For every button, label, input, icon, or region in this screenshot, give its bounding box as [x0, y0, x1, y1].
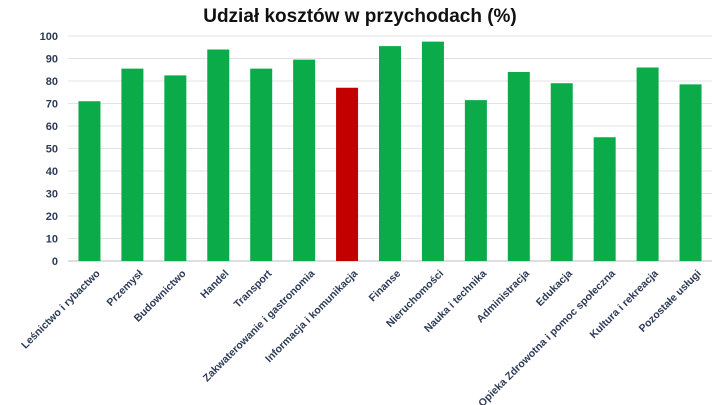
y-tick-label: 80: [46, 76, 58, 88]
bar: [550, 83, 573, 261]
y-tick-label: 70: [46, 99, 58, 111]
bar: [421, 41, 444, 261]
y-tick-label: 100: [40, 31, 58, 43]
y-tick-label: 30: [46, 189, 58, 201]
bar: [464, 100, 487, 261]
x-tick-label: Finanse: [367, 268, 404, 305]
bar: [379, 46, 401, 261]
bar: [636, 67, 659, 261]
y-tick-label: 90: [46, 54, 58, 66]
bars: [78, 41, 702, 261]
bar: [593, 137, 616, 261]
bar: [121, 68, 144, 261]
y-tick-label: 20: [46, 211, 58, 223]
bar: [164, 75, 187, 261]
bar: [679, 84, 702, 261]
x-tick-label: Transport: [232, 267, 275, 310]
y-axis-ticks: 0 10 20 30 40 50 60 70 80 90 100: [40, 31, 58, 268]
bar: [207, 49, 230, 261]
y-tick-label: 10: [46, 234, 58, 246]
bar: [507, 72, 530, 261]
bar: [78, 101, 101, 261]
bar: [336, 87, 359, 261]
x-tick-label: Edukacja: [534, 268, 575, 309]
x-tick-label: Przemysł: [105, 268, 146, 309]
x-tick-label: Handel: [198, 268, 231, 301]
y-tick-label: 0: [52, 256, 58, 268]
bar: [250, 68, 273, 261]
x-tick-label: Leśnictwo i rybactwo: [19, 268, 103, 352]
chart-title: Udział kosztów w przychodach (%): [203, 6, 517, 27]
bar: [293, 59, 316, 261]
y-tick-label: 60: [46, 121, 58, 133]
y-tick-label: 40: [46, 166, 58, 178]
y-tick-label: 50: [46, 144, 58, 156]
x-tick-label: Informacja i komunikacja: [263, 268, 360, 365]
